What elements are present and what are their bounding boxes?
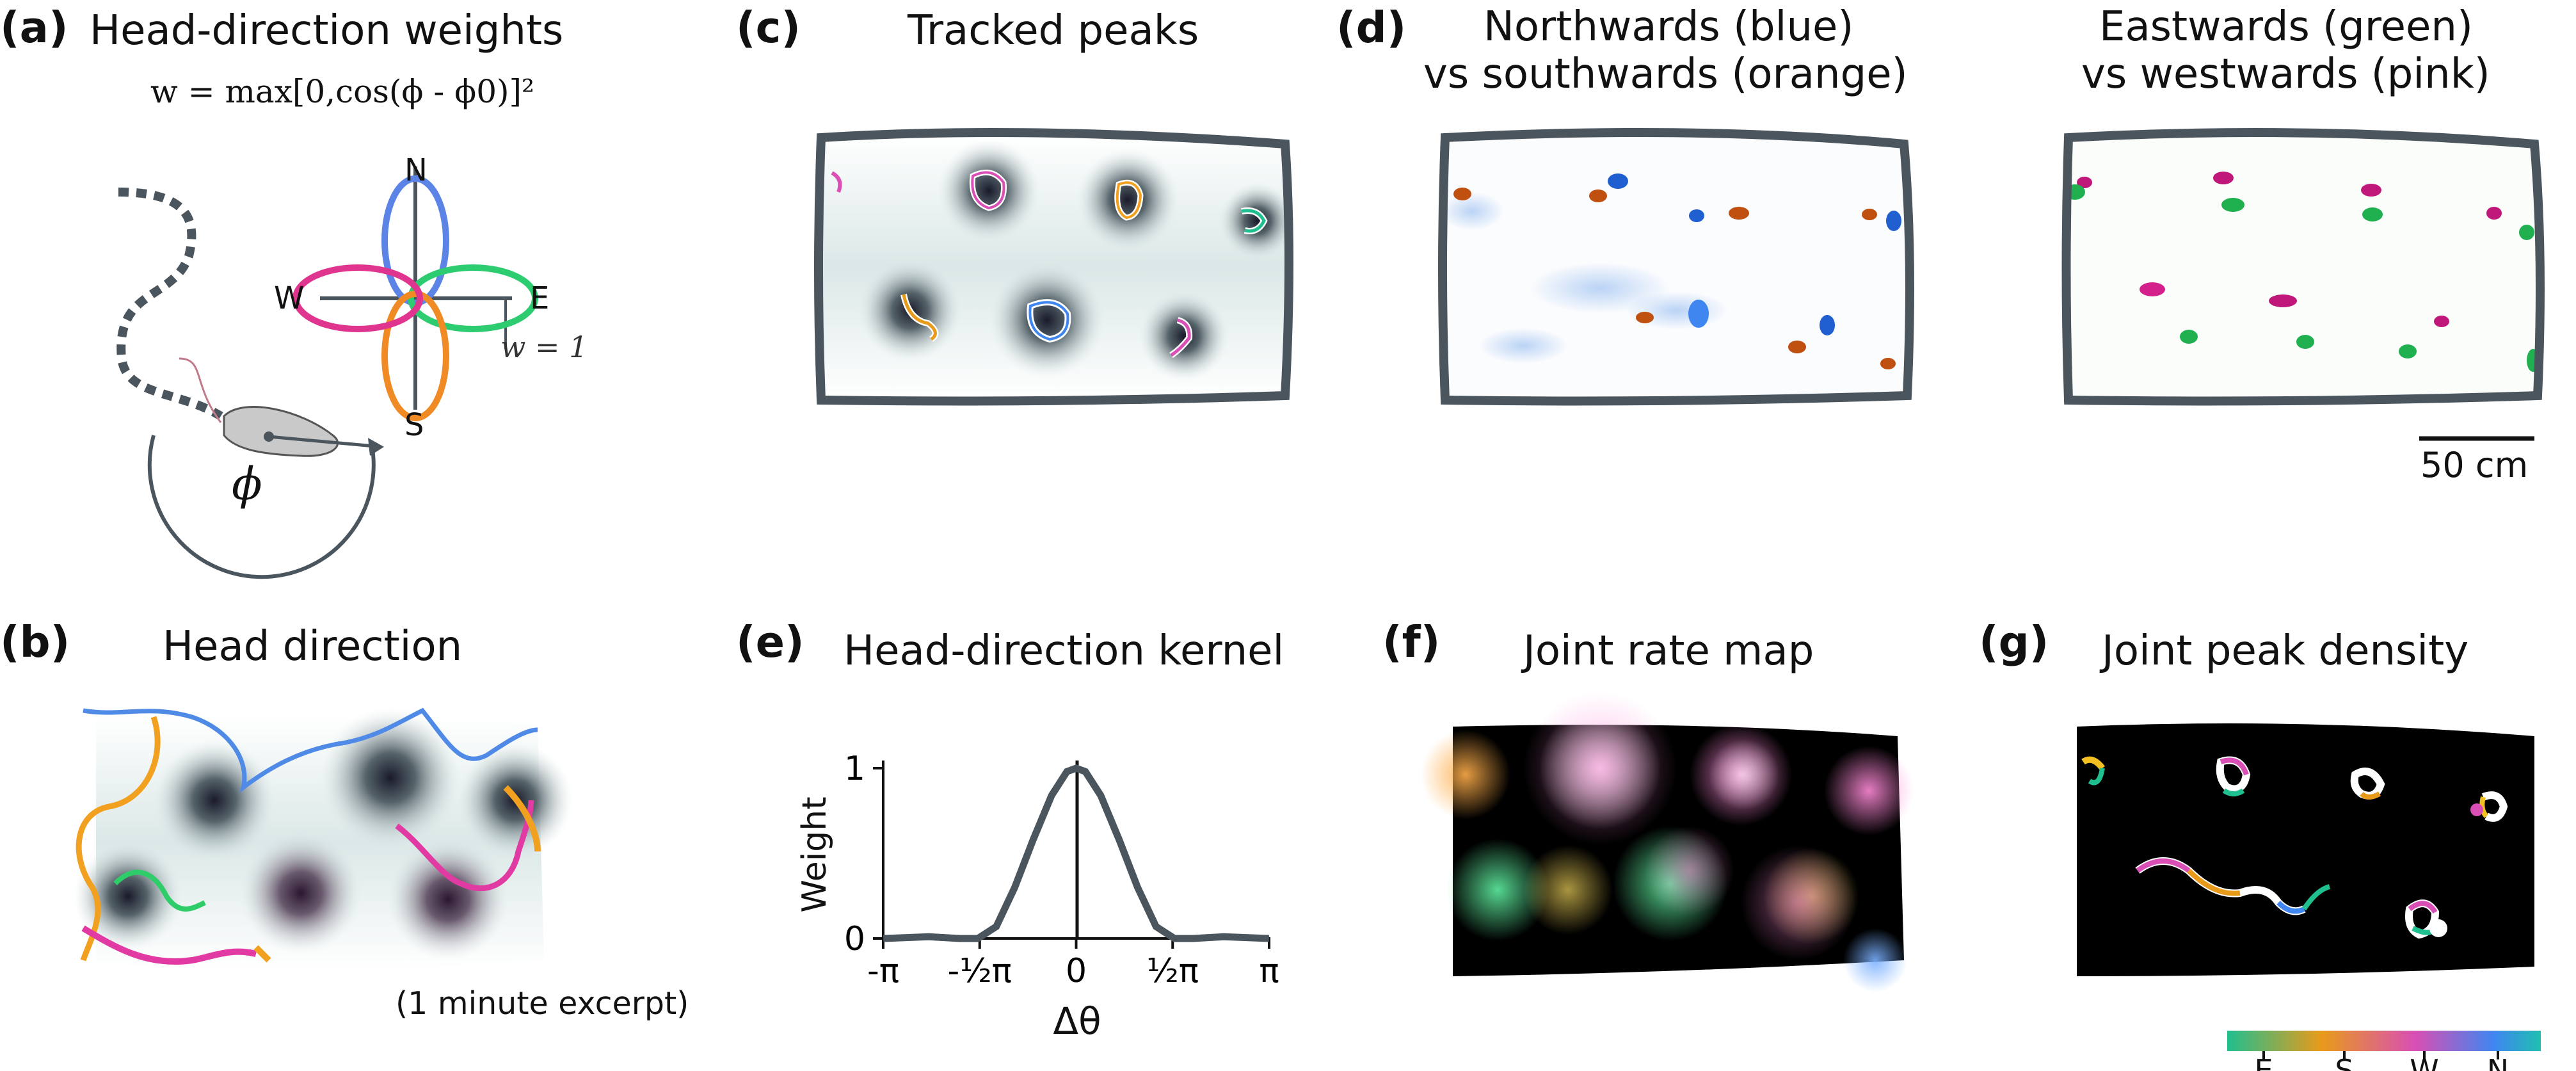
compass-w: W (274, 280, 304, 316)
colorbar-label-e: E (2254, 1053, 2273, 1071)
panel-a-label: (a) (0, 3, 68, 52)
panel-g-density (2077, 723, 2534, 976)
compass-s: S (404, 407, 424, 443)
panel-b-ratemap (74, 707, 573, 969)
x-tick-label: π (1259, 952, 1279, 990)
panel-d-title-right-1: Eastwards (green) (2099, 3, 2473, 51)
panel-c-label: (c) (736, 3, 801, 52)
phi-label: ϕ (232, 458, 262, 510)
x-tick-label: 0 (1066, 952, 1087, 990)
hd-trajectory-left (76, 716, 161, 962)
panel-f-ratemap (1421, 691, 1914, 992)
panel-e-title: Head-direction kernel (844, 627, 1284, 675)
phi-arc (147, 435, 376, 579)
hd-trajectory-right (395, 800, 534, 892)
scalebar-label: 50 cm (2420, 445, 2529, 485)
x-tick-label: -π (867, 952, 899, 990)
panel-d-title-left-1: Northwards (blue) (1484, 3, 1854, 51)
panel-b-label: (b) (0, 617, 70, 667)
hd-trajectory-bottom (81, 925, 257, 965)
panel-f-title: Joint rate map (1523, 627, 1814, 675)
w-equals-label: w = 1 (500, 330, 588, 364)
panel-d-label: (d) (1336, 3, 1407, 52)
panel-d-right-arena (2061, 128, 2545, 441)
y-tick-label: 0 (844, 920, 865, 958)
panel-d-title-right-2: vs westwards (pink) (2081, 51, 2490, 98)
panel-c-arena (814, 128, 1296, 406)
panel-g-title: Joint peak density (2102, 627, 2469, 675)
colorbar: E S W N (2227, 1031, 2541, 1071)
x-tick-label: -½π (948, 952, 1012, 990)
colorbar-label-s: S (2335, 1053, 2353, 1071)
panel-a-diagram: ϕ N E S W w = 1 (116, 152, 588, 579)
panel-g-label: (g) (1979, 617, 2049, 667)
west-lobe (292, 264, 423, 332)
compass-e: E (530, 280, 549, 316)
arena-outline (814, 128, 1293, 406)
panel-a-formula: w = max[0,cos(ϕ - ϕ0)]² (150, 73, 535, 110)
panel-d-title-left-2: vs southwards (orange) (1423, 51, 1908, 98)
north-lobe (381, 175, 449, 306)
hd-trajectory-top (83, 707, 538, 793)
y-tick-label: 1 (844, 750, 865, 788)
panel-a-title: Head-direction weights (90, 7, 564, 54)
east-lobe (408, 264, 538, 332)
panel-b-title: Head direction (163, 623, 463, 670)
panel-e-label: (e) (736, 617, 804, 667)
y-axis-label: Weight (796, 796, 834, 912)
colorbar-label-w: W (2410, 1053, 2438, 1071)
south-lobe (381, 291, 449, 421)
x-tick-label: ½π (1146, 952, 1199, 990)
colorbar-rect (2227, 1031, 2541, 1051)
panel-e-chart: -π -½π 0 ½π π 0 1 Δθ Weight (796, 750, 1279, 1043)
panel-b-note: (1 minute excerpt) (396, 985, 689, 1022)
panel-d-left-arena (1438, 128, 1914, 406)
kernel-curve (883, 764, 1270, 942)
panel-c-title: Tracked peaks (908, 7, 1199, 54)
heading-arrow-icon (368, 438, 384, 456)
compass-n: N (404, 152, 428, 188)
x-axis-label: Δθ (1053, 999, 1101, 1043)
panel-f-label: (f) (1382, 617, 1441, 667)
colorbar-label-n: N (2487, 1053, 2509, 1071)
mouse-icon (223, 406, 339, 457)
